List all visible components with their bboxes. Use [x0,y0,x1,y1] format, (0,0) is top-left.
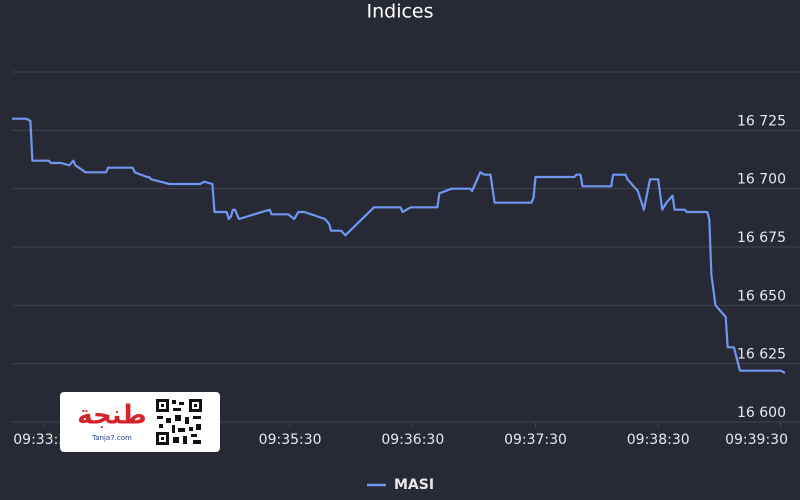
y-tick-label: 16 675 [737,230,786,246]
x-tick-label: 09:38:30 [627,432,690,448]
qr-code [155,398,203,446]
watermark-site: Tanja7.com [91,434,132,442]
chart-title: Indices [366,1,433,23]
x-tick-label: 09:37:30 [504,432,567,448]
watermark: طنجة Tanja7.com [60,392,220,452]
y-tick-label: 16 600 [737,405,786,421]
legend: MASI [367,477,434,493]
y-tick-label: 16 725 [737,113,786,129]
series-line [12,117,786,374]
y-tick-label: 16 650 [737,288,786,304]
plot-area: 16 600 16 625 16 650 16 675 16 700 16 725 09:3… [12,71,800,448]
legend-label: MASI [394,477,434,493]
y-tick-label: 16 625 [737,347,786,363]
y-tick-label: 16 700 [737,172,786,188]
x-tick-label: 09:39:30 [725,432,788,448]
x-tick-label: 09:35:30 [259,432,322,448]
x-tick-label: 09:36:30 [381,432,444,448]
watermark-logo: طنجة [77,401,147,431]
